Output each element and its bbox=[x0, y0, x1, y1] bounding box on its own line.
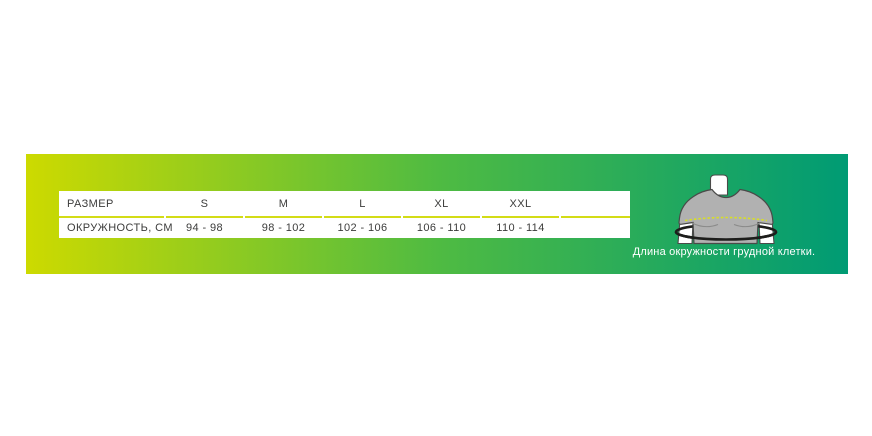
right-pec-contour bbox=[733, 222, 761, 228]
gradient-banner: РАЗМЕР S M L XL XXL ОКРУЖНОСТЬ, СМ 94 - … bbox=[26, 154, 848, 274]
circumference-value-s: 94 - 98 bbox=[185, 222, 224, 234]
size-table: РАЗМЕР S M L XL XXL ОКРУЖНОСТЬ, СМ 94 - … bbox=[59, 191, 630, 238]
table-divider bbox=[324, 216, 401, 218]
circumference-value-m: 98 - 102 bbox=[261, 222, 306, 234]
size-header-xxl: XXL bbox=[509, 197, 532, 210]
size-header-l: L bbox=[359, 197, 366, 210]
measuring-tape-ring-front bbox=[674, 231, 778, 241]
table-divider bbox=[561, 216, 630, 218]
circumference-value-xl: 106 - 110 bbox=[416, 222, 467, 234]
left-pec-contour bbox=[691, 222, 719, 228]
table-divider bbox=[59, 216, 164, 218]
neck bbox=[709, 174, 729, 196]
table-divider bbox=[245, 216, 322, 218]
size-header-spacer bbox=[561, 191, 630, 216]
size-header-xl: XL bbox=[434, 197, 449, 210]
chest-dashed-line bbox=[684, 216, 768, 222]
size-header-s: S bbox=[200, 197, 209, 210]
table-divider bbox=[482, 216, 559, 218]
size-table-header-label: РАЗМЕР bbox=[67, 197, 114, 210]
circumference-value-l: 102 - 106 bbox=[337, 222, 388, 234]
circumference-value-xxl: 110 - 114 bbox=[496, 222, 545, 234]
circumference-row-spacer bbox=[561, 218, 630, 238]
figure-caption: Длина окружности грудной клетки. bbox=[632, 246, 816, 258]
circumference-row-label: ОКРУЖНОСТЬ, СМ bbox=[67, 222, 173, 234]
torso-measurement-icon bbox=[674, 174, 778, 245]
size-header-m: M bbox=[278, 197, 289, 210]
torso bbox=[678, 188, 774, 245]
table-divider bbox=[166, 216, 243, 218]
table-divider bbox=[403, 216, 480, 218]
